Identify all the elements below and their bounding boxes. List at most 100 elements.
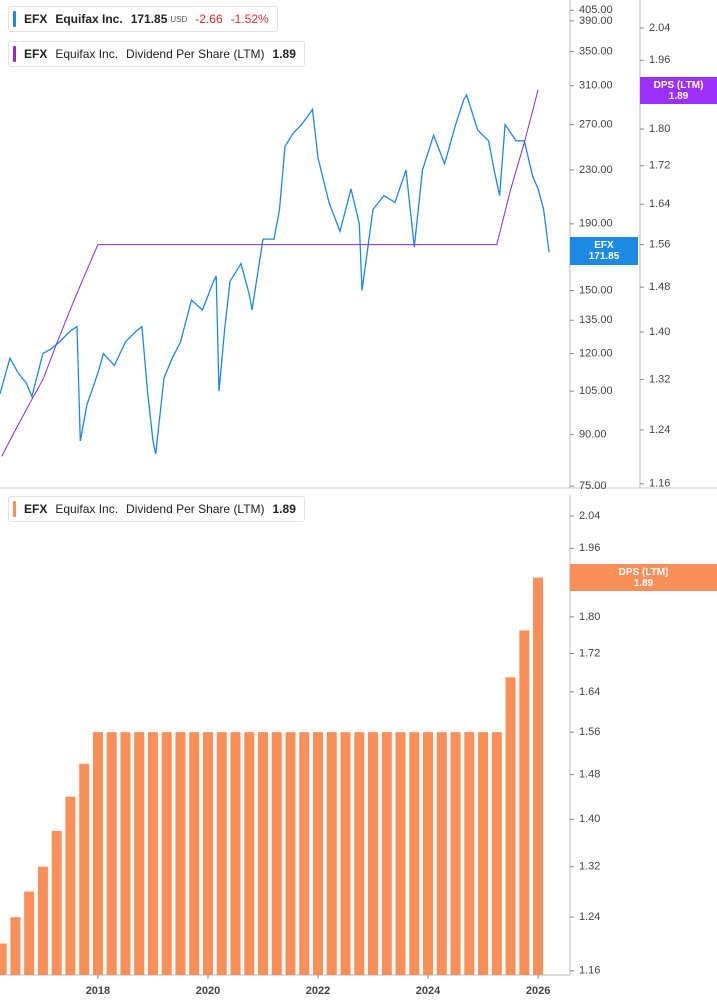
legend-dps: EFX Equifax Inc. Dividend Per Share (LTM… [8, 41, 305, 67]
tag-value: 1.89 [633, 578, 654, 589]
last-value: 1.89 [272, 502, 296, 516]
y-tick-label: 270.00 [579, 119, 613, 131]
bar [51, 830, 62, 975]
bar [368, 732, 379, 975]
tag-ticker: EFX [594, 240, 614, 251]
y-tick-label: 2.04 [579, 510, 600, 522]
tag-name: DPS (LTM) [653, 80, 704, 91]
y-tick-label: 75.00 [579, 480, 607, 492]
bar [10, 917, 21, 975]
company: Equifax Inc. [55, 502, 119, 516]
tag-value: 1.89 [668, 91, 689, 102]
x-tick-label: 2024 [416, 985, 441, 997]
y-tick-label: 390.00 [579, 15, 613, 27]
y-tick-label: 1.40 [649, 326, 670, 338]
bar [491, 732, 502, 975]
dps-tag: DPS (LTM) 1.89 [570, 564, 717, 591]
y-tick-label: 1.64 [579, 686, 600, 698]
bar [161, 732, 172, 975]
bar [0, 943, 7, 975]
bar [533, 577, 544, 975]
y-tick-label: 1.64 [649, 198, 670, 210]
bar [134, 732, 145, 975]
ticker: EFX [24, 12, 48, 26]
bar [230, 732, 241, 975]
bar [354, 732, 365, 975]
y-tick-label: 2.04 [649, 22, 670, 34]
y-tick-label: 310.00 [579, 80, 613, 92]
bar [257, 732, 268, 975]
bar [24, 891, 35, 975]
bar [189, 732, 200, 975]
y-tick-label: 1.48 [649, 281, 670, 293]
x-tick-label: 2018 [86, 985, 110, 997]
bar [92, 732, 103, 975]
series-line [0, 93, 550, 455]
y-tick-label: 1.72 [649, 160, 670, 172]
dps-tag: DPS (LTM) 1.89 [640, 77, 717, 104]
legend-swatch [13, 501, 16, 517]
bar [340, 732, 351, 975]
bar [106, 732, 117, 975]
y-tick-label: 350.00 [579, 45, 613, 57]
company: Equifax Inc. [55, 12, 123, 26]
y-tick-label: 1.32 [649, 373, 670, 385]
last-price: 171.85 [130, 12, 168, 26]
y-tick-label: 1.40 [579, 813, 600, 825]
bar [285, 732, 296, 975]
bar [65, 796, 76, 975]
change: -2.66 [195, 12, 223, 26]
currency: USD [170, 14, 188, 24]
series-name: Dividend Per Share (LTM) [126, 47, 265, 61]
bar [395, 732, 406, 975]
bar [381, 732, 392, 975]
bar [120, 732, 131, 975]
x-tick-label: 2022 [306, 985, 330, 997]
y-tick-label: 1.96 [579, 542, 600, 554]
y-tick-label: 105.00 [579, 385, 613, 397]
legend-dps-bars: EFX Equifax Inc. Dividend Per Share (LTM… [8, 496, 305, 522]
bar [326, 732, 337, 975]
series-name: Dividend Per Share (LTM) [126, 502, 265, 516]
series-line [1, 89, 539, 457]
y-tick-label: 1.80 [579, 611, 600, 623]
y-tick-label: 1.32 [579, 861, 600, 873]
y-tick-label: 1.96 [649, 54, 670, 66]
y-tick-label: 1.80 [649, 123, 670, 135]
last-value: 1.89 [272, 47, 296, 61]
y-tick-label: 1.16 [649, 478, 670, 490]
bar [37, 866, 48, 975]
y-tick-label: 1.56 [579, 726, 600, 738]
bar [299, 732, 310, 975]
bar [450, 732, 461, 975]
bar [271, 732, 282, 975]
company: Equifax Inc. [55, 47, 119, 61]
bar [147, 732, 158, 975]
change-pct: -1.52% [230, 12, 269, 26]
legend-price: EFX Equifax Inc. 171.85 USD -2.66 -1.52% [8, 6, 278, 32]
bar [175, 732, 186, 975]
tag-name: DPS (LTM) [618, 567, 669, 578]
bar [505, 677, 516, 975]
y-tick-label: 90.00 [579, 429, 607, 441]
bar [313, 732, 324, 975]
x-tick-label: 2020 [196, 985, 220, 997]
y-tick-label: 1.24 [579, 911, 600, 923]
bar [79, 763, 90, 975]
x-tick-label: 2026 [526, 985, 550, 997]
y-tick-label: 135.00 [579, 314, 613, 326]
bar [216, 732, 227, 975]
y-tick-label: 120.00 [579, 347, 613, 359]
y-tick-label: 1.24 [649, 424, 670, 436]
y-tick-label: 1.16 [579, 965, 600, 977]
ticker: EFX [24, 502, 48, 516]
y-tick-label: 190.00 [579, 218, 613, 230]
bar [478, 732, 489, 975]
bar [519, 630, 530, 975]
bar [436, 732, 447, 975]
y-tick-label: 1.48 [579, 768, 600, 780]
legend-swatch [13, 46, 16, 62]
y-tick-label: 1.72 [579, 647, 600, 659]
